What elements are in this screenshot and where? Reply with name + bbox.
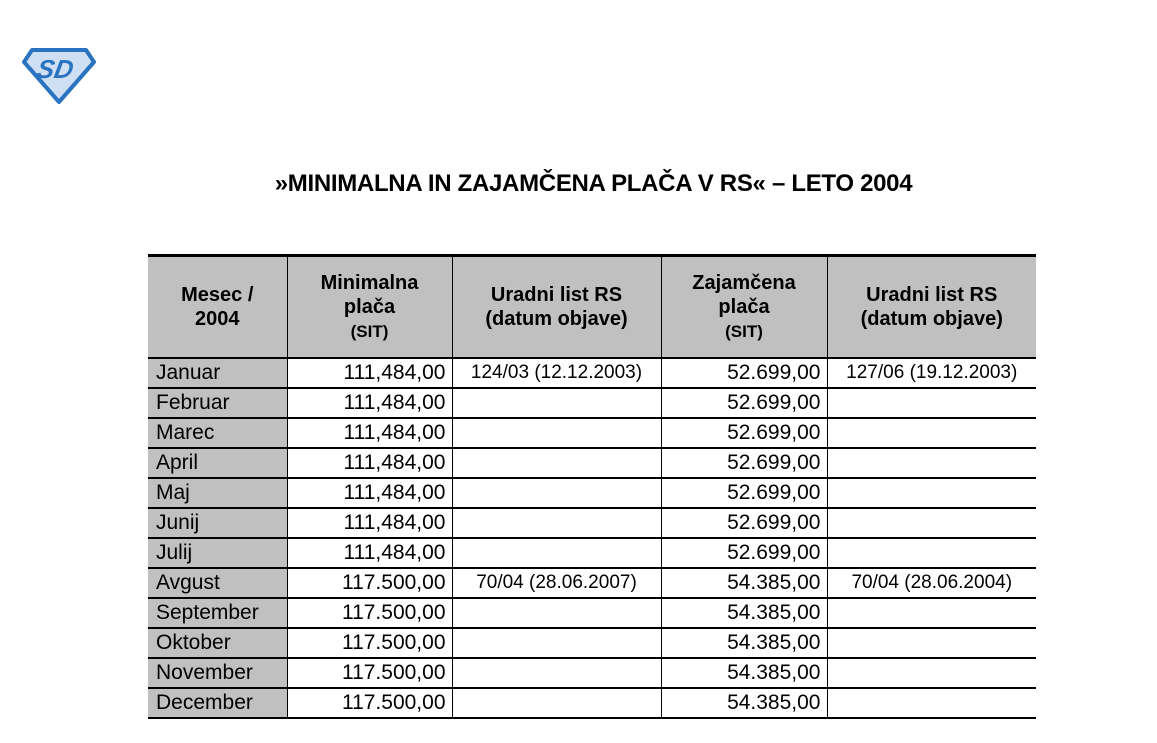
header-text: Minimalna [320,271,419,294]
cell-gazette-guaranteed [826,478,1036,509]
cell-guaranteed-wage: 52.699,00 [660,448,827,479]
header-guaranteed-wage: Zajamčena plača (SIT) [660,254,827,359]
table-row: Januar 111,484,00 124/03 (12.12.2003) 52.69… [148,358,1036,389]
cell-guaranteed-wage: 54.385,00 [660,628,827,659]
cell-guaranteed-wage: 52.699,00 [660,478,827,509]
cell-minimal-wage: 117.500,00 [286,688,452,719]
cell-gazette-guaranteed [826,418,1036,449]
cell-guaranteed-wage: 54.385,00 [660,658,827,689]
header-gazette-minimal: Uradni list RS (datum objave) [451,254,661,359]
cell-minimal-wage: 111,484,00 [286,418,452,449]
cell-gazette-guaranteed [826,658,1036,689]
cell-month: Avgust [148,568,287,599]
table-row: Maj 111,484,00 52.699,00 [148,478,1036,509]
cell-gazette-guaranteed [826,598,1036,629]
cell-guaranteed-wage: 52.699,00 [660,418,827,449]
cell-gazette-minimal [451,388,661,419]
cell-guaranteed-wage: 54.385,00 [660,598,827,629]
cell-gazette-minimal [451,688,661,719]
cell-month: Februar [148,388,287,419]
table-row: Marec 111,484,00 52.699,00 [148,418,1036,449]
table-row: April 111,484,00 52.699,00 [148,448,1036,479]
table-row: Junij 111,484,00 52.699,00 [148,508,1036,539]
cell-minimal-wage: 117.500,00 [286,658,452,689]
cell-guaranteed-wage: 52.699,00 [660,358,827,389]
cell-gazette-minimal [451,538,661,569]
header-text: plača [343,295,396,318]
cell-minimal-wage: 117.500,00 [286,628,452,659]
cell-gazette-minimal: 124/03 (12.12.2003) [451,358,661,389]
cell-gazette-minimal [451,508,661,539]
table-row: Julij 111,484,00 52.699,00 [148,538,1036,569]
cell-month: Junij [148,508,287,539]
header-text: plača [718,295,770,318]
cell-minimal-wage: 117.500,00 [286,568,452,599]
cell-guaranteed-wage: 52.699,00 [660,508,827,539]
cell-month: Julij [148,538,287,569]
cell-gazette-guaranteed: 70/04 (28.06.2004) [826,568,1036,599]
header-text: (datum objave) [860,308,1003,330]
cell-month: September [148,598,287,629]
header-text: (SIT) [350,321,389,341]
cell-gazette-guaranteed [826,538,1036,569]
header-gazette-guaranteed: Uradni list RS (datum objave) [826,254,1036,359]
header-text: Mesec / [181,284,254,306]
header-minimal-wage: Minimalna plača (SIT) [286,254,452,359]
cell-guaranteed-wage: 52.699,00 [660,388,827,419]
header-month: Mesec /2004 [148,254,287,359]
cell-gazette-minimal [451,418,661,449]
cell-gazette-minimal [451,628,661,659]
cell-gazette-minimal [451,658,661,689]
header-text: (SIT) [725,321,763,341]
cell-gazette-guaranteed [826,688,1036,719]
table-row: December 117.500,00 54.385,00 [148,688,1036,719]
cell-gazette-minimal [451,448,661,479]
cell-guaranteed-wage: 52.699,00 [660,538,827,569]
cell-month: Januar [148,358,287,389]
header-text: Uradni list RS [866,284,998,306]
cell-minimal-wage: 111,484,00 [286,538,452,569]
header-text: 2004 [195,308,240,330]
wage-table: Mesec /2004 Minimalna plača (SIT) Uradni lis… [148,254,1036,719]
cell-guaranteed-wage: 54.385,00 [660,568,827,599]
cell-gazette-guaranteed [826,508,1036,539]
cell-gazette-guaranteed [826,388,1036,419]
cell-minimal-wage: 111,484,00 [286,358,452,389]
cell-minimal-wage: 117.500,00 [286,598,452,629]
table-row: September 117.500,00 54.385,00 [148,598,1036,629]
cell-month: April [148,448,287,479]
cell-gazette-minimal: 70/04 (28.06.2007) [451,568,661,599]
cell-guaranteed-wage: 54.385,00 [660,688,827,719]
table-row: Oktober 117.500,00 54.385,00 [148,628,1036,659]
header-row: Mesec /2004 Minimalna plača (SIT) Uradni lis… [148,254,1036,359]
cell-gazette-guaranteed [826,628,1036,659]
page-title: »MINIMALNA IN ZAJAMČENA PLAČA V RS« – LE… [274,170,913,197]
table-row: Februar 111,484,00 52.699,00 [148,388,1036,419]
table-row: Avgust 117.500,00 70/04 (28.06.2007) 54.385… [148,568,1036,599]
cell-month: Marec [148,418,287,449]
cell-gazette-guaranteed: 127/06 (19.12.2003) [826,358,1036,389]
cell-month: December [148,688,287,719]
cell-minimal-wage: 111,484,00 [286,448,452,479]
logo-shield-icon: SD [22,48,96,104]
cell-month: Maj [148,478,287,509]
svg-text:SD: SD [35,54,76,84]
cell-month: Oktober [148,628,287,659]
header-text: Zajamčena [692,271,796,294]
cell-minimal-wage: 111,484,00 [286,508,452,539]
header-text: (datum objave) [485,308,628,330]
cell-gazette-minimal [451,598,661,629]
cell-minimal-wage: 111,484,00 [286,478,452,509]
cell-month: November [148,658,287,689]
header-text: Uradni list RS [490,284,623,306]
cell-gazette-minimal [451,478,661,509]
cell-minimal-wage: 111,484,00 [286,388,452,419]
table-row: November 117.500,00 54.385,00 [148,658,1036,689]
cell-gazette-guaranteed [826,448,1036,479]
